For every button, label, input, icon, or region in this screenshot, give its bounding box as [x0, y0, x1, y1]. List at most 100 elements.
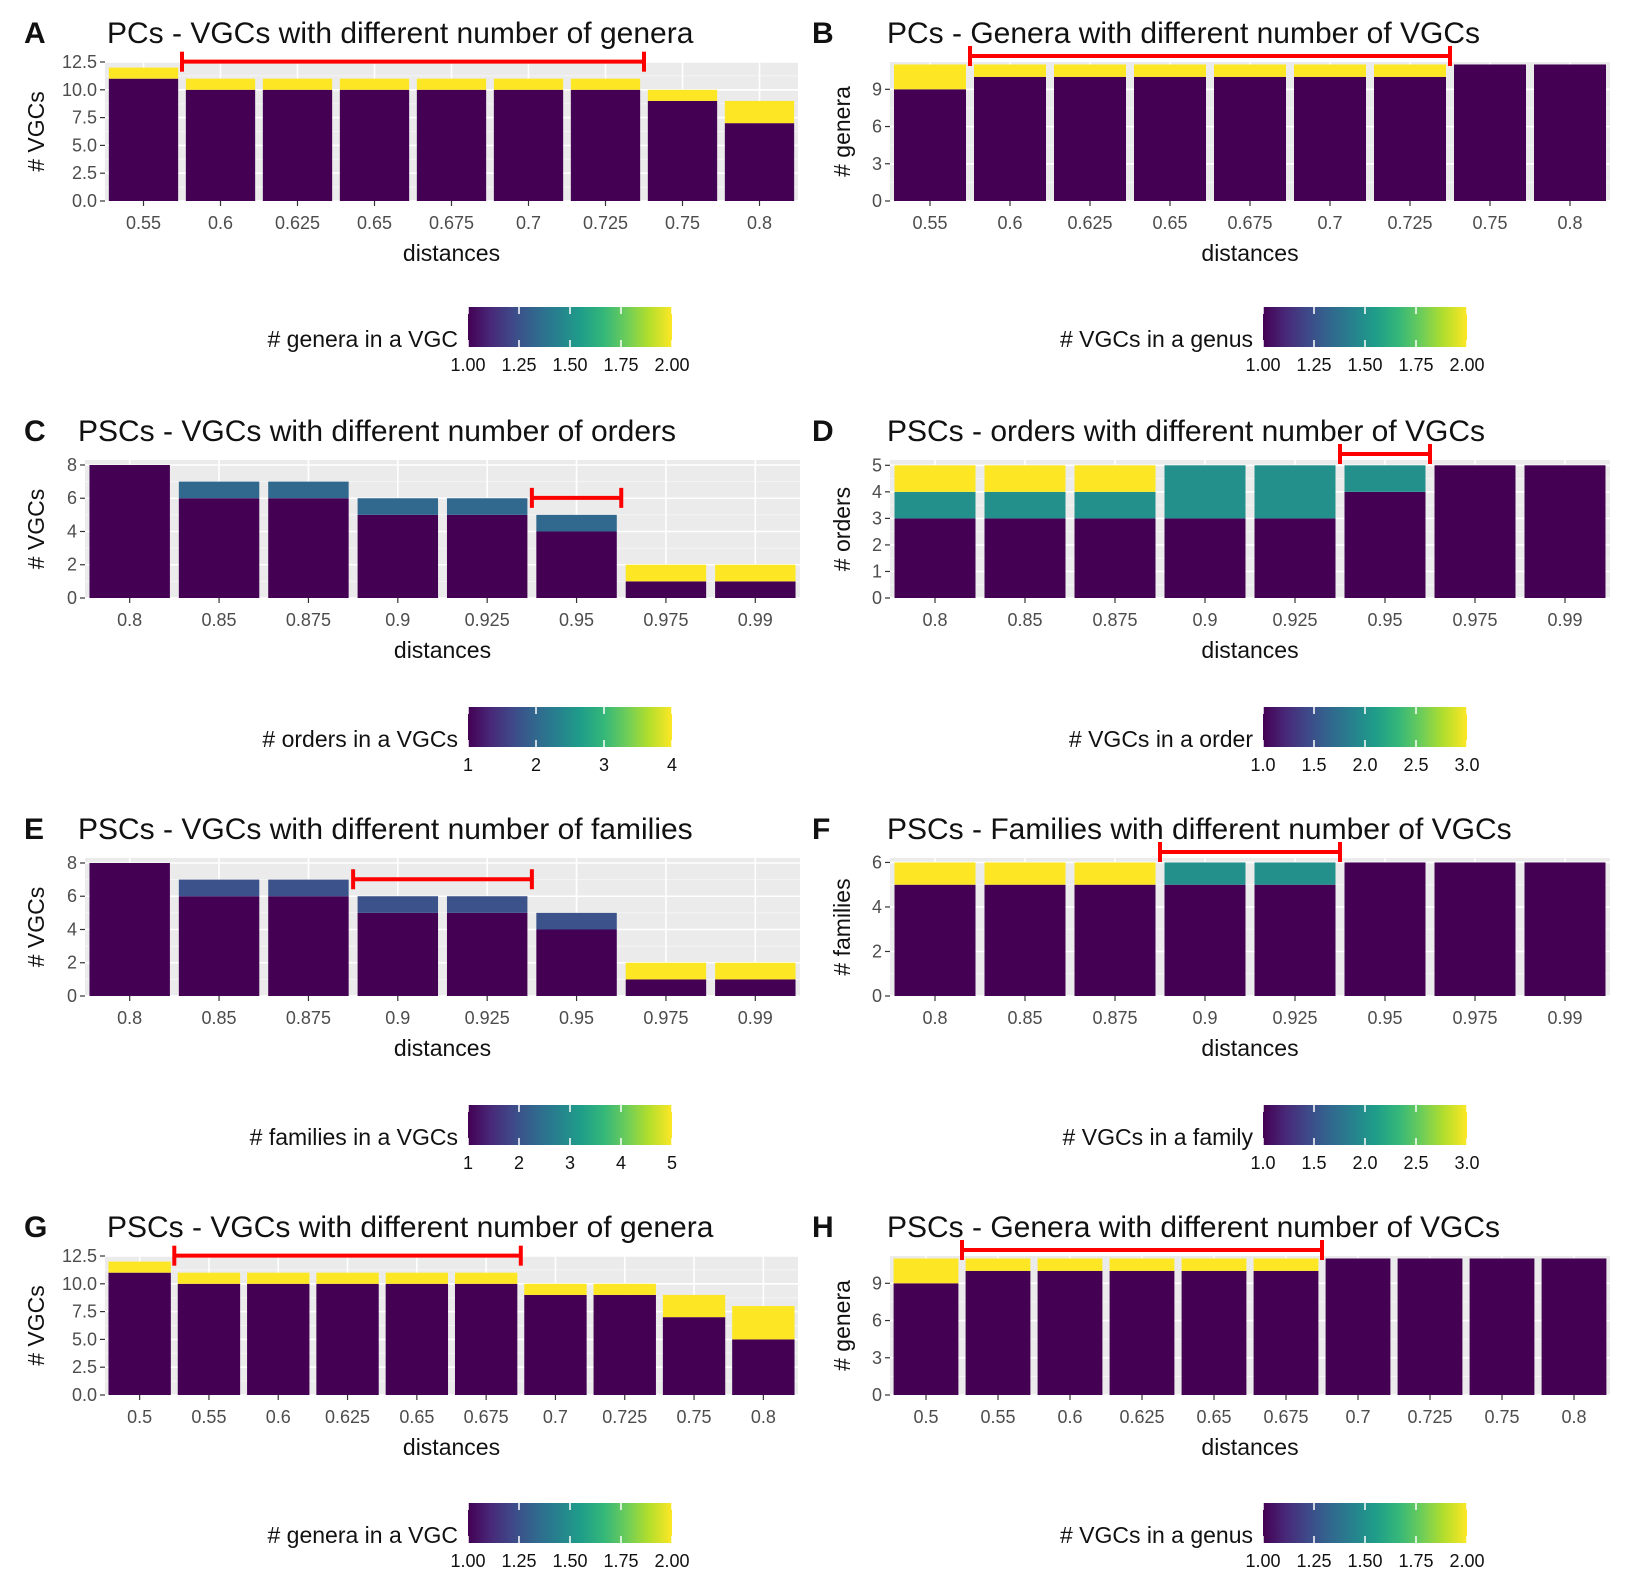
- bar-e-0.975-1: [625, 979, 707, 996]
- y-tick-label: 5.0: [72, 1329, 97, 1349]
- y-tick-label: 4: [67, 521, 77, 541]
- bar-g-0.5-2: [108, 1261, 171, 1273]
- bar-d-0.875-2: [1074, 491, 1156, 519]
- x-tick-label: 0.8: [922, 1008, 947, 1028]
- x-tick-label: 0.725: [1387, 213, 1432, 233]
- panel-title: PSCs - orders with different number of V…: [887, 415, 1485, 448]
- bar-g-0.8-2: [732, 1306, 795, 1340]
- bar-c-0.95-1: [536, 531, 617, 598]
- bar-c-0.8-1: [89, 464, 170, 598]
- x-tick-label: 0.99: [738, 1008, 773, 1028]
- legend-title: # VGCs in a order: [1069, 726, 1253, 752]
- colorbar-tick-label: 3.0: [1454, 755, 1479, 775]
- bar-e-0.95-1: [536, 929, 617, 996]
- bar-h-0.6-1: [1037, 1270, 1103, 1395]
- bar-a-0.8-2: [724, 100, 795, 124]
- legend-title: # orders in a VGCs: [262, 726, 458, 752]
- colorbar-tick-label: 1: [463, 1153, 473, 1173]
- y-tick-label: 2: [67, 555, 77, 575]
- panel-f: 0 2 4 6 0.8 0.85 0.875 0.9 0.925 0.95 0.975 0.99 dis…: [812, 813, 1610, 1173]
- x-tick-label: 0.6: [1057, 1407, 1082, 1427]
- x-tick-label: 0.675: [1263, 1407, 1308, 1427]
- bar-h-0.55-1: [965, 1270, 1031, 1395]
- y-tick-label: 10.0: [62, 1274, 97, 1294]
- x-tick-label: 0.85: [202, 1008, 237, 1028]
- panel-b: 0 3 6 9 0.55 0.6 0.625 0.65 0.675 0.7 0.725 0.75 0.8…: [812, 17, 1610, 375]
- colorbar-tick-label: 1.5: [1301, 755, 1326, 775]
- panel-letter: E: [24, 813, 44, 846]
- bar-d-0.875-3: [1074, 465, 1156, 492]
- bar-b-0.8-1: [1534, 64, 1606, 201]
- x-tick-label: 0.675: [464, 1407, 509, 1427]
- panel-title: PCs - VGCs with different number of gene…: [107, 17, 694, 50]
- bar-c-0.975-1: [625, 581, 707, 598]
- y-axis-title: # genera: [829, 86, 855, 177]
- bar-h-0.675-2: [1253, 1258, 1319, 1271]
- bar-g-0.75-2: [662, 1294, 726, 1318]
- y-tick-label: 6: [872, 1311, 882, 1331]
- bar-d-0.95-2: [1344, 465, 1426, 492]
- bar-h-0.65-2: [1181, 1258, 1247, 1271]
- bar-e-0.925-2: [446, 896, 528, 913]
- bar-d-0.925-2: [1254, 465, 1336, 519]
- bar-b-0.675-1: [1214, 76, 1286, 201]
- y-axis-title: # orders: [829, 487, 855, 571]
- bar-a-0.675-1: [416, 89, 487, 201]
- panel-title: PSCs - Families with different number of…: [887, 813, 1512, 846]
- x-tick-label: 0.99: [1547, 1008, 1582, 1028]
- bar-d-0.85-3: [984, 465, 1066, 492]
- y-tick-label: 0: [872, 191, 882, 211]
- y-tick-label: 0.0: [72, 191, 97, 211]
- highlight-bracket: [968, 46, 1452, 66]
- panel-title: PCs - Genera with different number of VG…: [887, 17, 1480, 50]
- colorbar-tick-label: 1.50: [1347, 1551, 1382, 1571]
- bar-a-0.625-2: [262, 78, 333, 90]
- colorbar-tick-label: 1.0: [1250, 1153, 1275, 1173]
- x-tick-label: 0.8: [1557, 213, 1582, 233]
- legend-title: # VGCs in a genus: [1060, 1522, 1253, 1548]
- bar-a-0.65-2: [339, 78, 410, 90]
- bar-h-0.625-2: [1109, 1258, 1175, 1271]
- x-tick-label: 0.65: [1152, 213, 1187, 233]
- bar-e-0.925-1: [446, 912, 528, 996]
- panel-title: PSCs - VGCs with different number of ord…: [78, 415, 676, 448]
- bar-b-0.725-1: [1374, 76, 1446, 201]
- bar-a-0.75-2: [647, 89, 718, 101]
- bar-g-0.625-1: [316, 1283, 379, 1395]
- x-tick-label: 0.75: [1484, 1407, 1519, 1427]
- bar-a-0.7-2: [493, 78, 564, 90]
- bar-c-0.925-2: [446, 498, 528, 515]
- panel-letter: C: [24, 415, 46, 448]
- bar-b-0.675-2: [1214, 64, 1286, 77]
- panel-g: 0.0 2.5 5.0 7.5 10.0 12.5 0.5 0.55 0.6 0.625 0.65 0…: [23, 1211, 798, 1571]
- x-tick-label: 0.95: [1367, 610, 1402, 630]
- bar-g-0.7-1: [524, 1294, 587, 1395]
- bar-c-0.875-2: [268, 481, 349, 499]
- bar-e-0.8-1: [89, 862, 170, 996]
- x-tick-label: 0.65: [357, 213, 392, 233]
- colorbar-tick-label: 2: [514, 1153, 524, 1173]
- bar-c-0.975-4: [625, 564, 707, 582]
- highlight-bracket: [172, 1245, 523, 1266]
- y-tick-label: 8: [67, 853, 77, 873]
- panel-h: 0 3 6 9 0.5 0.55 0.6 0.625 0.65 0.675 0.7 0.725 0.75…: [812, 1211, 1610, 1571]
- x-tick-label: 0.925: [1272, 1008, 1317, 1028]
- bar-g-0.75-1: [662, 1317, 726, 1395]
- bar-g-0.625-2: [316, 1272, 379, 1284]
- y-tick-label: 0: [67, 986, 77, 1006]
- y-tick-label: 2: [872, 941, 882, 961]
- y-tick-label: 2.5: [72, 163, 97, 183]
- colorbar-tick-label: 1.00: [1245, 1551, 1280, 1571]
- bar-e-0.85-1: [178, 896, 260, 996]
- legend-title: # genera in a VGC: [267, 326, 458, 352]
- bar-d-0.8-2: [894, 491, 976, 519]
- x-axis-title: distances: [1201, 240, 1298, 266]
- colorbar-tick-label: 1.00: [450, 1551, 485, 1571]
- y-axis-title: # VGCs: [23, 489, 49, 570]
- x-tick-label: 0.5: [127, 1407, 152, 1427]
- highlight-bracket: [529, 487, 624, 508]
- x-tick-label: 0.725: [1407, 1407, 1452, 1427]
- bar-d-0.85-1: [984, 518, 1066, 598]
- bar-e-0.9-1: [357, 912, 439, 996]
- colorbar-legend: # genera in a VGC 1.00 1.25 1.50 1.75 2.00: [267, 307, 690, 375]
